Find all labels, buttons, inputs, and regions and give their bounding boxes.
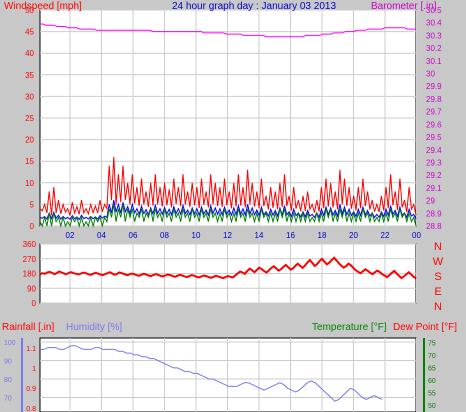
wind-grid: [40, 9, 417, 227]
humidity-tick-label: 80: [4, 377, 12, 384]
rainfall-tick-label: 1.1: [26, 346, 36, 353]
time-tick-label: 06: [129, 231, 138, 240]
time-axis: 02 04 06 08 10 12 14 16 18 20 22 00: [66, 231, 422, 240]
time-tick-label: 12: [223, 231, 232, 240]
barometer-tick-label: 28.8: [426, 222, 442, 231]
direction-tick-label: 360: [23, 240, 37, 249]
barometer-tick-label: 29.7: [426, 108, 442, 117]
climate-series-group: [40, 345, 383, 402]
barometer-tick-label: 30.4: [426, 19, 442, 28]
time-tick-label: 18: [318, 231, 327, 240]
barometer-tick-label: 29.5: [426, 133, 442, 142]
direction-tick-label: 90: [27, 284, 36, 293]
temperature-tick-label: 60: [428, 378, 436, 385]
direction-grid: [40, 243, 417, 304]
wind-tick-label: 40: [25, 49, 34, 58]
chart-title: 24 hour graph day : January 03 2013: [172, 1, 336, 12]
direction-tick-label: 180: [23, 270, 37, 279]
dewpoint-label: Dew Point [°F]: [393, 322, 457, 333]
time-tick-label: 08: [160, 231, 169, 240]
direction-series-line: [39, 256, 417, 280]
barometer-tick-label: 29: [426, 197, 435, 206]
direction-left-axis: 0 90 180 270 360: [23, 240, 37, 308]
barometer-tick-label: 30.5: [426, 6, 442, 15]
barometer-tick-label: 29.4: [426, 146, 442, 155]
wind-tick-label: 5: [30, 200, 35, 209]
compass-letter: N: [434, 301, 442, 313]
barometer-tick-label: 29.6: [426, 120, 442, 129]
temperature-right-axis: 50 55 60 65 70 75: [428, 341, 436, 411]
direction-tick-label: 270: [23, 255, 37, 264]
climate-grid: [21, 338, 425, 412]
direction-tick-label: 0: [32, 299, 37, 308]
time-tick-label: 00: [412, 231, 421, 240]
wind-series-line-0: [39, 156, 417, 216]
time-tick-label: 22: [381, 231, 390, 240]
humidity-left-axis: 70 80 90 100: [4, 340, 16, 403]
humidity-tick-label: 90: [4, 359, 12, 366]
time-tick-label: 10: [192, 231, 201, 240]
temperature-tick-label: 75: [428, 341, 436, 348]
rainfall-label: Rainfall [.in]: [2, 322, 54, 333]
barometer-right-axis: 28.8 28.9 29 29.1 29.2 29.3 29.4 29.5 29.6 29.7 29…: [426, 6, 442, 231]
humidity-tick-label: 70: [4, 396, 12, 403]
barometer-tick-label: 29.1: [426, 184, 442, 193]
wind-tick-label: 10: [25, 179, 34, 188]
compass-letter: S: [434, 271, 441, 283]
barometer-tick-label: 30: [426, 70, 435, 79]
time-tick-label: 16: [286, 231, 295, 240]
barometer-tick-label: 30.1: [426, 57, 442, 66]
rainfall-tick-label: 0.8: [26, 406, 36, 412]
barometer-tick-label: 29.9: [426, 82, 442, 91]
time-tick-label: 02: [66, 231, 75, 240]
temperature-label: Temperature [°F]: [312, 322, 387, 333]
wind-series-line-2: [39, 204, 417, 228]
barometer-tick-label: 29.3: [426, 158, 442, 167]
time-tick-label: 20: [349, 231, 358, 240]
compass-letter: W: [433, 256, 444, 268]
barometer-tick-label: 30.3: [426, 31, 442, 40]
wind-left-axis: 0 5 10 15 20 25 30 35 40 45 50: [25, 6, 34, 231]
wind-tick-label: 20: [25, 136, 34, 145]
compass-letter: N: [434, 241, 442, 253]
humidity-label: Humidity [%]: [66, 322, 122, 333]
temperature-tick-label: 50: [428, 403, 436, 410]
barometer-tick-label: 28.9: [426, 209, 442, 218]
barometer-axis-label: Barometer [.in]: [371, 1, 437, 12]
temperature-tick-label: 55: [428, 391, 436, 398]
barometer-tick-label: 30.2: [426, 44, 442, 53]
time-tick-label: 14: [255, 231, 264, 240]
wind-series-line-1: [39, 200, 417, 221]
humidity-tick-label: 100: [4, 340, 16, 347]
rainfall-tick-label: 0.9: [26, 386, 36, 393]
wind-tick-label: 15: [25, 157, 34, 166]
windspeed-axis-label: Windspeed [mph]: [4, 1, 82, 12]
wind-tick-label: 0: [30, 222, 35, 231]
temperature-tick-label: 65: [428, 366, 436, 373]
wind-tick-label: 50: [25, 6, 34, 15]
wind-tick-label: 25: [25, 114, 34, 123]
rainfall-axis: 0.8 0.9 1 1.1: [26, 346, 36, 412]
barometer-series-line: [40, 23, 416, 38]
rainfall-tick-label: 1: [32, 366, 36, 373]
wind-series-group: [39, 23, 417, 228]
barometer-tick-label: 29.2: [426, 171, 442, 180]
barometer-tick-label: 29.8: [426, 95, 442, 104]
wind-tick-label: 35: [25, 71, 34, 80]
compass-letter: E: [434, 286, 441, 298]
wind-tick-label: 45: [25, 28, 34, 37]
humidity-series-line: [40, 345, 383, 402]
direction-series-group: [39, 256, 417, 280]
time-tick-label: 04: [97, 231, 106, 240]
wind-tick-label: 30: [25, 92, 34, 101]
temperature-tick-label: 70: [428, 353, 436, 360]
